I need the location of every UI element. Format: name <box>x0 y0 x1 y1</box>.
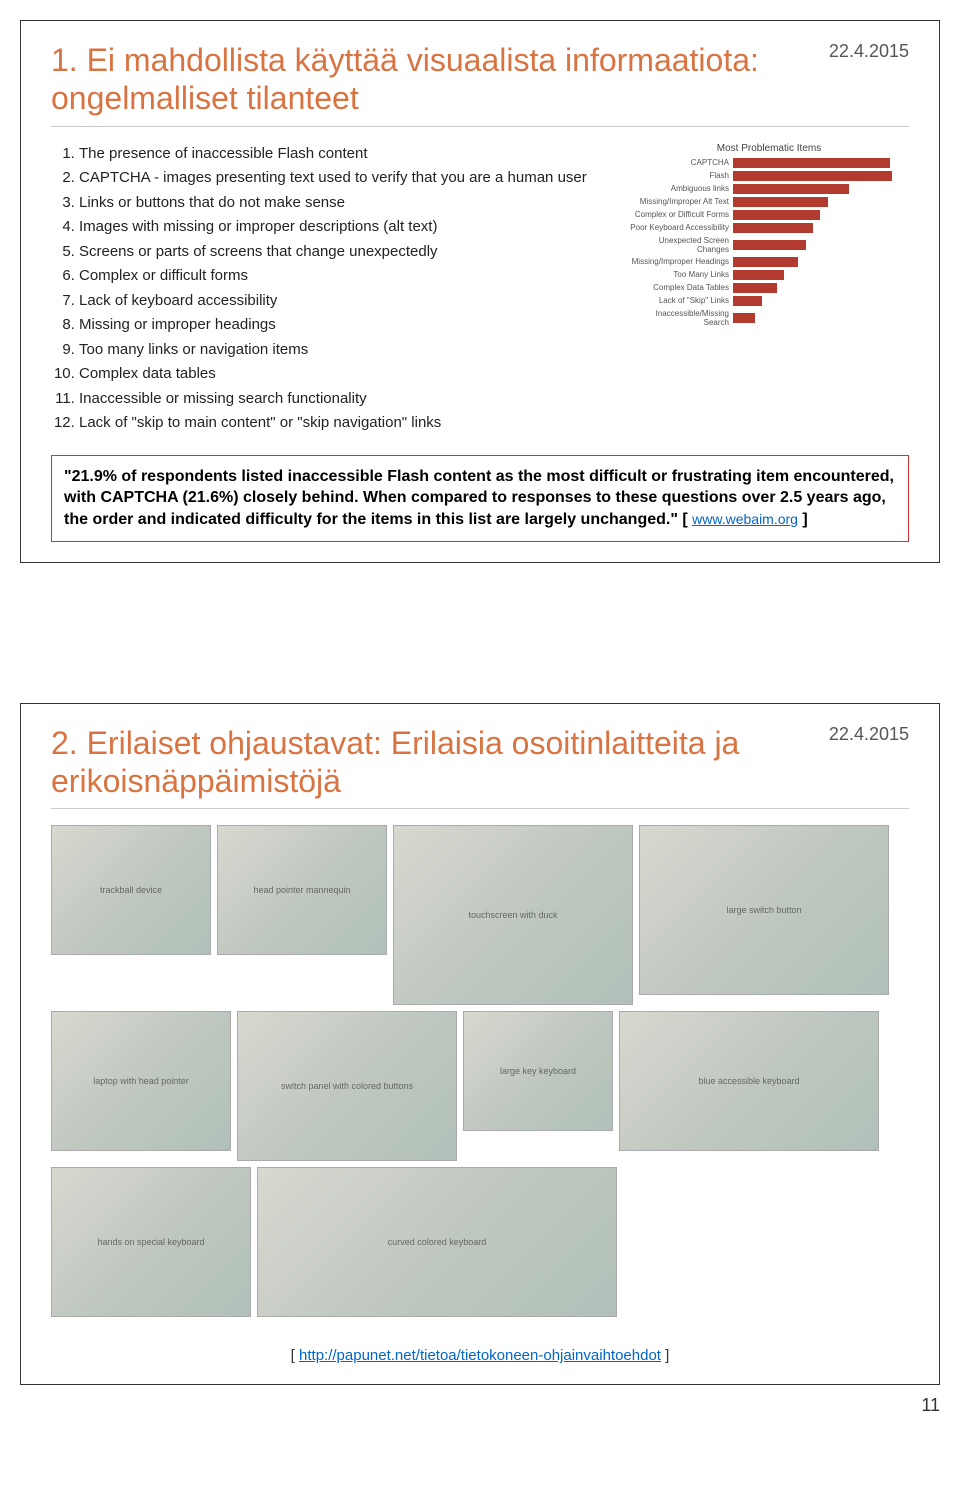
problem-list-item: CAPTCHA - images presenting text used to… <box>79 167 619 190</box>
problem-list-column: The presence of inaccessible Flash conte… <box>51 143 619 437</box>
chart-bar <box>733 283 777 293</box>
problem-list-item: Images with missing or improper descript… <box>79 216 619 239</box>
chart-bar <box>733 171 892 181</box>
summary-link-wrap: [ www.webaim.org ] <box>682 511 807 528</box>
chart-bar-label: Missing/Improper Headings <box>629 257 733 266</box>
chart-bar-label: Complex Data Tables <box>629 283 733 292</box>
device-image-grid: trackball devicehead pointer mannequinto… <box>51 825 909 1317</box>
summary-box: "21.9% of respondents listed inaccessibl… <box>51 455 909 542</box>
chart-bar <box>733 210 820 220</box>
device-image: large key keyboard <box>463 1011 613 1131</box>
slide-1: 22.4.2015 1. Ei mahdollista käyttää visu… <box>20 20 940 563</box>
chart-bar <box>733 313 755 323</box>
chart-title: Most Problematic Items <box>629 143 909 154</box>
device-image: switch panel with colored buttons <box>237 1011 457 1161</box>
problem-list-item: Links or buttons that do not make sense <box>79 192 619 215</box>
chart-bar <box>733 257 798 267</box>
slide-2: 22.4.2015 2. Erilaiset ohjaustavat: Eril… <box>20 703 940 1386</box>
slide-1-date: 22.4.2015 <box>829 41 909 62</box>
slide-1-title: 1. Ei mahdollista käyttää visuaalista in… <box>51 41 909 118</box>
source-link-line: [ http://papunet.net/tietoa/tietokoneen-… <box>51 1347 909 1364</box>
slide-2-header: 22.4.2015 2. Erilaiset ohjaustavat: Eril… <box>51 724 909 810</box>
chart-bar <box>733 296 762 306</box>
webaim-link[interactable]: www.webaim.org <box>692 511 798 527</box>
chart-bar-row: Missing/Improper Alt Text <box>629 197 909 207</box>
chart-bar-label: Too Many Links <box>629 270 733 279</box>
chart-bar-label: Missing/Improper Alt Text <box>629 197 733 206</box>
chart-bar-row: Complex Data Tables <box>629 283 909 293</box>
slide-2-date: 22.4.2015 <box>829 724 909 745</box>
chart-bar-label: CAPTCHA <box>629 158 733 167</box>
device-image: curved colored keyboard <box>257 1167 617 1317</box>
device-image: laptop with head pointer <box>51 1011 231 1151</box>
problem-list-item: Lack of keyboard accessibility <box>79 290 619 313</box>
problematic-items-chart: Most Problematic Items CAPTCHA Flash Ambig… <box>629 143 909 327</box>
chart-bar <box>733 184 849 194</box>
chart-bar-row: Lack of "Skip" Links <box>629 296 909 306</box>
page-number: 11 <box>20 1395 940 1416</box>
chart-bar-row: CAPTCHA <box>629 158 909 168</box>
chart-bar <box>733 223 813 233</box>
slide-1-content: The presence of inaccessible Flash conte… <box>51 143 909 437</box>
slide-1-header: 22.4.2015 1. Ei mahdollista käyttää visu… <box>51 41 909 127</box>
chart-bar <box>733 158 890 168</box>
chart-bar-row: Ambiguous links <box>629 184 909 194</box>
device-image: touchscreen with duck <box>393 825 633 1005</box>
chart-bar-row: Missing/Improper Headings <box>629 257 909 267</box>
problem-list-item: Complex or difficult forms <box>79 265 619 288</box>
device-image: blue accessible keyboard <box>619 1011 879 1151</box>
problem-list: The presence of inaccessible Flash conte… <box>51 143 619 435</box>
device-image: large switch button <box>639 825 889 995</box>
problem-list-item: Missing or improper headings <box>79 314 619 337</box>
papunet-link[interactable]: http://papunet.net/tietoa/tietokoneen-oh… <box>299 1347 661 1364</box>
problem-list-item: Lack of "skip to main content" or "skip … <box>79 412 619 435</box>
chart-bar-label: Unexpected Screen Changes <box>629 236 733 254</box>
device-image: trackball device <box>51 825 211 955</box>
chart-bar-label: Complex or Difficult Forms <box>629 210 733 219</box>
problem-list-item: Inaccessible or missing search functiona… <box>79 388 619 411</box>
chart-bar-label: Poor Keyboard Accessibility <box>629 223 733 232</box>
problem-list-item: Too many links or navigation items <box>79 339 619 362</box>
chart-bars: CAPTCHA Flash Ambiguous links Missing/Impro… <box>629 158 909 327</box>
device-image: hands on special keyboard <box>51 1167 251 1317</box>
chart-bar-label: Inaccessible/Missing Search <box>629 309 733 327</box>
chart-bar <box>733 270 784 280</box>
chart-bar-label: Ambiguous links <box>629 184 733 193</box>
chart-bar-label: Lack of "Skip" Links <box>629 296 733 305</box>
problem-list-item: Screens or parts of screens that change … <box>79 241 619 264</box>
chart-bar-row: Unexpected Screen Changes <box>629 236 909 254</box>
chart-bar <box>733 240 806 250</box>
chart-column: Most Problematic Items CAPTCHA Flash Ambig… <box>629 143 909 437</box>
chart-bar-row: Too Many Links <box>629 270 909 280</box>
chart-bar-row: Poor Keyboard Accessibility <box>629 223 909 233</box>
chart-bar <box>733 197 828 207</box>
slide-2-title: 2. Erilaiset ohjaustavat: Erilaisia osoi… <box>51 724 909 801</box>
problem-list-item: The presence of inaccessible Flash conte… <box>79 143 619 166</box>
chart-bar-row: Complex or Difficult Forms <box>629 210 909 220</box>
problem-list-item: Complex data tables <box>79 363 619 386</box>
chart-bar-row: Inaccessible/Missing Search <box>629 309 909 327</box>
chart-bar-row: Flash <box>629 171 909 181</box>
device-image: head pointer mannequin <box>217 825 387 955</box>
chart-bar-label: Flash <box>629 171 733 180</box>
